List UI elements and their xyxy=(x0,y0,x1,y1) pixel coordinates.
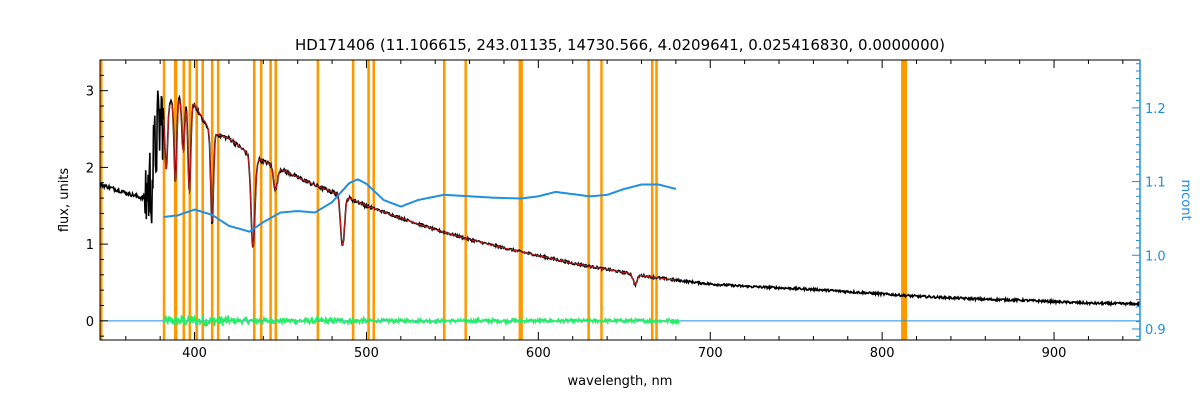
series-layer xyxy=(99,90,1141,328)
x-tick-label: 900 xyxy=(1042,346,1067,361)
mask-band xyxy=(100,60,103,340)
mask-band xyxy=(173,60,178,340)
axis-ticks: 400 500 600 700 800 900 0 1 2 3 0.9 1.0 1.1 1.2 xyxy=(86,60,1166,361)
residual-line xyxy=(162,314,681,328)
mask-band xyxy=(210,60,214,340)
right-tick-label: 1.1 xyxy=(1145,176,1166,191)
mask-band xyxy=(269,60,272,340)
mask-band xyxy=(655,60,658,340)
y-tick-label: 0 xyxy=(86,315,94,330)
mask-band xyxy=(201,60,204,340)
mask-band xyxy=(182,60,186,340)
right-tick-label: 0.9 xyxy=(1145,323,1166,338)
mask-band xyxy=(162,60,166,340)
mask-band xyxy=(367,60,370,340)
x-tick-label: 400 xyxy=(182,346,207,361)
chart-title: HD171406 (11.106615, 243.01135, 14730.56… xyxy=(295,36,945,54)
mask-band xyxy=(518,60,523,340)
mask-band xyxy=(316,60,320,340)
mask-band xyxy=(901,60,908,340)
y-axis-label: flux, units xyxy=(57,168,72,233)
x-axis-label: wavelength, nm xyxy=(568,374,673,389)
mask-band xyxy=(259,60,263,340)
x-tick-label: 600 xyxy=(526,346,551,361)
mask-band xyxy=(252,60,256,340)
mask-band xyxy=(274,60,278,340)
right-tick-label: 1.0 xyxy=(1145,249,1166,264)
right-tick-label: 1.2 xyxy=(1145,102,1166,117)
x-tick-label: 500 xyxy=(354,346,379,361)
mask-band xyxy=(188,60,192,340)
mask-band xyxy=(442,60,446,340)
mask-band xyxy=(587,60,590,340)
mask-band xyxy=(195,60,198,340)
mask-band xyxy=(372,60,376,340)
y-tick-label: 3 xyxy=(86,85,94,100)
mask-band xyxy=(600,60,603,340)
y-tick-label: 2 xyxy=(86,161,94,176)
x-tick-label: 800 xyxy=(870,346,895,361)
y-tick-label: 1 xyxy=(86,238,94,253)
x-tick-label: 700 xyxy=(698,346,723,361)
mask-band xyxy=(216,60,220,340)
continuum-curve xyxy=(163,178,677,233)
mask-band xyxy=(650,60,654,340)
mask-band xyxy=(464,60,467,340)
right-axis-label: mcont xyxy=(1178,179,1193,220)
model-spectrum xyxy=(163,99,677,285)
mask-regions xyxy=(100,60,908,340)
